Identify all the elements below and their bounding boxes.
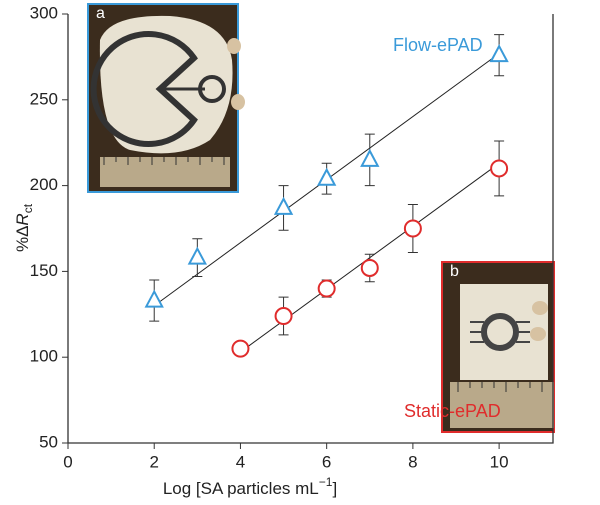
x-tick-label: 2 (149, 452, 158, 471)
x-axis-label: Log [SA particles mL−1] (163, 475, 337, 498)
inset-label: b (450, 263, 459, 280)
y-tick-label: 50 (39, 432, 58, 451)
inset-label: a (96, 5, 105, 22)
point (231, 339, 250, 358)
point (489, 44, 509, 63)
point (274, 307, 293, 326)
inset-b: b (441, 261, 555, 433)
legend-label: Flow-ePAD (393, 35, 483, 55)
point (144, 289, 164, 308)
y-tick-label: 100 (30, 347, 58, 366)
y-tick-label: 150 (30, 261, 58, 280)
x-tick-label: 4 (236, 452, 245, 471)
y-tick-label: 250 (30, 89, 58, 108)
axis-frame (67, 14, 554, 444)
x-tick-label: 8 (408, 452, 417, 471)
point (490, 159, 509, 178)
x-tick-label: 0 (63, 452, 72, 471)
y-tick-label: 300 (30, 3, 58, 22)
x-tick-label: 10 (490, 452, 509, 471)
y-tick-label: 200 (30, 175, 58, 194)
x-axis-label-sup: −1 (319, 475, 333, 489)
point (360, 148, 380, 167)
x-tick-label: 6 (322, 452, 331, 471)
y-axis-label-italic: R (13, 213, 32, 225)
point (403, 219, 422, 238)
point (317, 167, 337, 186)
point (360, 258, 379, 277)
y-axis-label: %ΔRct (13, 203, 35, 252)
x-axis-label-main: Log [SA particles mL (163, 479, 319, 498)
inset-a: a (87, 3, 245, 193)
point (273, 196, 294, 215)
y-axis-label-sub: ct (21, 203, 35, 213)
y-axis-label-main: %Δ (13, 226, 32, 252)
point (317, 279, 336, 298)
point (187, 246, 207, 265)
legend-label: Static-ePAD (404, 401, 501, 421)
